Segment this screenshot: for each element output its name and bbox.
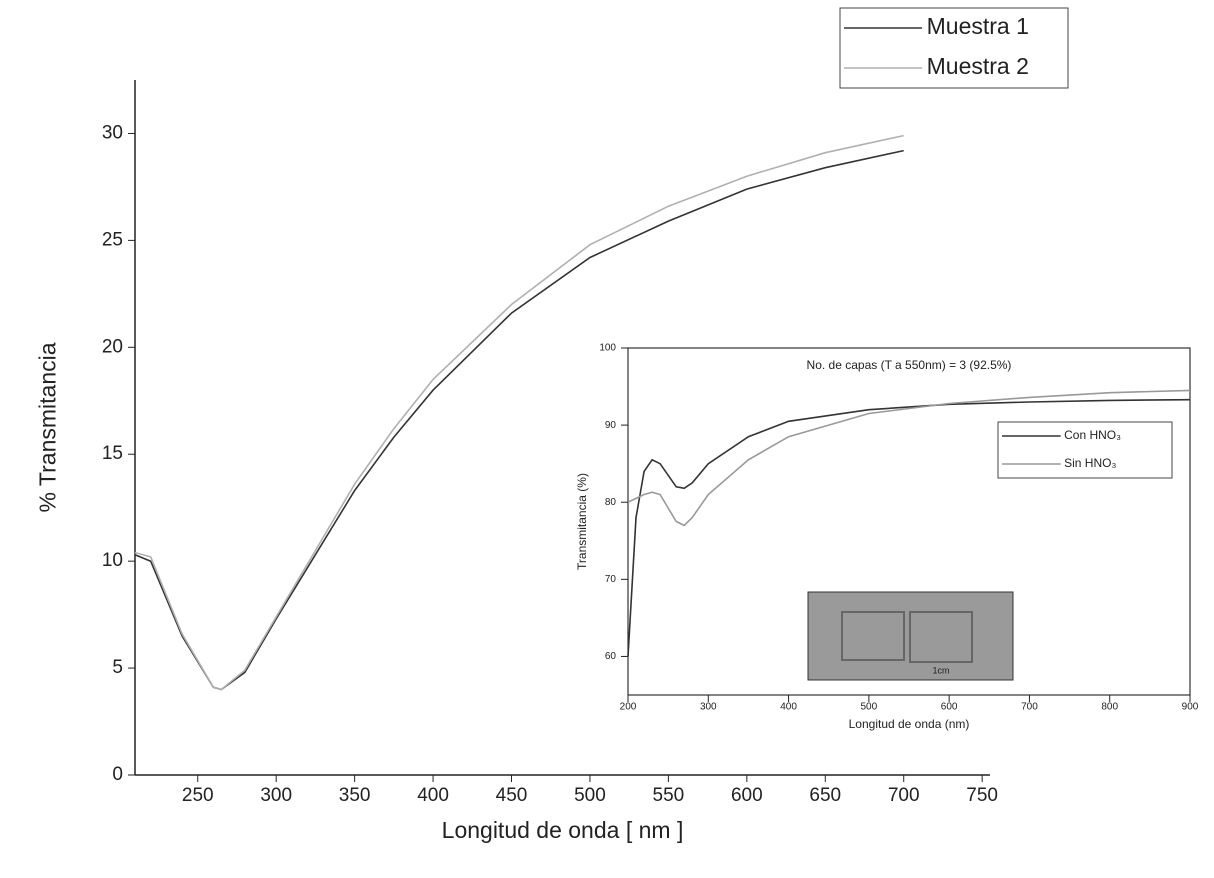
x-tick-label: 550 <box>653 785 685 806</box>
x-axis-label: Longitud de onda (nm) <box>849 717 970 731</box>
legend-box <box>839 7 1069 89</box>
y-tick-label: 0 <box>112 764 123 785</box>
plot-frame <box>627 347 1191 696</box>
photo-sample <box>909 611 973 663</box>
x-tick-label: 400 <box>780 702 797 713</box>
legend-label: Muestra 1 <box>927 13 1029 39</box>
y-tick-label: 80 <box>605 497 617 508</box>
chart-title: No. de capas (T a 550nm) = 3 (92.5%) <box>807 358 1012 372</box>
x-tick-label: 800 <box>1101 702 1118 713</box>
y-tick-label: 15 <box>102 443 123 464</box>
x-tick-label: 300 <box>700 702 717 713</box>
photo-label: 1cm <box>932 665 949 675</box>
legend-label: Sin HNO₃ <box>1064 456 1116 470</box>
x-tick-label: 500 <box>574 785 606 806</box>
y-tick-label: 5 <box>112 657 123 678</box>
x-tick-label: 400 <box>417 785 449 806</box>
x-tick-label: 700 <box>888 785 920 806</box>
x-tick-label: 600 <box>731 785 763 806</box>
legend-box <box>997 421 1173 479</box>
y-tick-label: 60 <box>605 651 617 662</box>
x-tick-label: 450 <box>496 785 528 806</box>
data-line <box>134 149 904 691</box>
photo-sample <box>841 611 905 661</box>
y-tick-label: 30 <box>102 122 123 143</box>
y-axis-label: % Transmitancia <box>35 342 61 512</box>
legend-label: Con HNO₃ <box>1064 428 1121 442</box>
x-tick-label: 500 <box>861 702 878 713</box>
data-line <box>627 389 1191 527</box>
data-line <box>627 398 1191 657</box>
data-line <box>134 134 904 691</box>
x-tick-label: 350 <box>339 785 371 806</box>
x-tick-label: 900 <box>1182 702 1199 713</box>
x-tick-label: 250 <box>182 785 214 806</box>
x-tick-label: 650 <box>809 785 841 806</box>
legend-label: Muestra 2 <box>927 53 1029 79</box>
y-axis-label: Transmitancia (%) <box>575 473 589 570</box>
y-tick-label: 70 <box>605 574 617 585</box>
x-tick-label: 600 <box>941 702 958 713</box>
x-tick-label: 750 <box>966 785 998 806</box>
y-tick-label: 20 <box>102 336 123 357</box>
x-tick-label: 200 <box>620 702 637 713</box>
y-tick-label: 100 <box>599 343 616 354</box>
y-tick-label: 90 <box>605 420 617 431</box>
x-tick-label: 700 <box>1021 702 1038 713</box>
y-tick-label: 10 <box>102 550 123 571</box>
y-tick-label: 25 <box>102 229 123 250</box>
x-axis-label: Longitud de onda [ nm ] <box>442 817 684 843</box>
x-tick-label: 300 <box>260 785 292 806</box>
